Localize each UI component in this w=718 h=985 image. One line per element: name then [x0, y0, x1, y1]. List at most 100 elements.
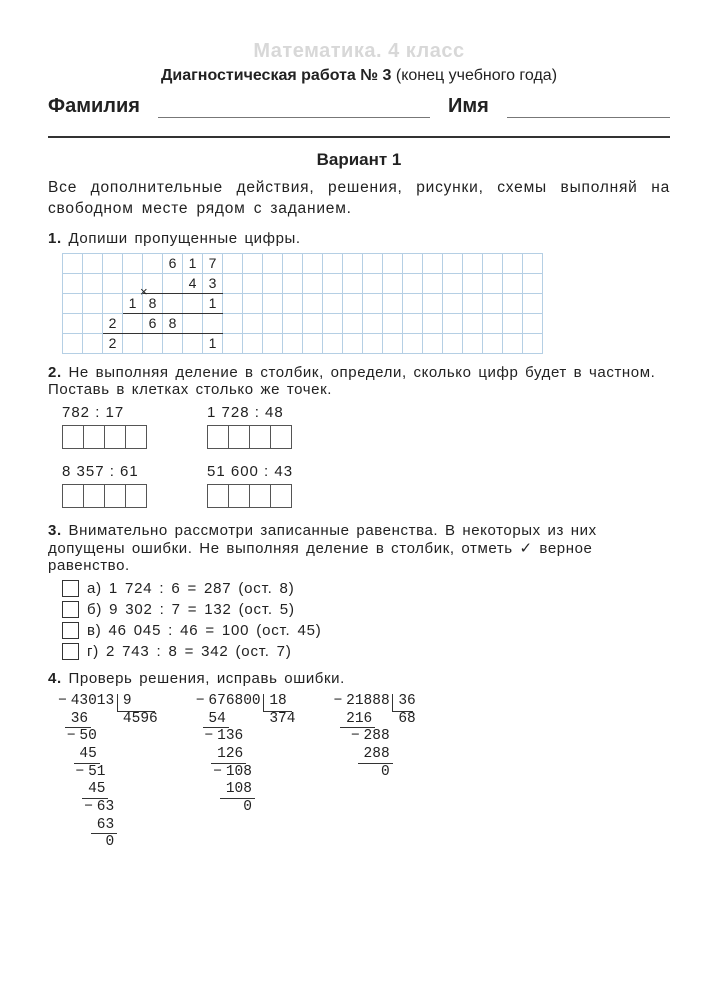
- grid-cell[interactable]: [303, 293, 323, 313]
- grid-cell[interactable]: [403, 253, 423, 273]
- grid-cell[interactable]: [223, 293, 243, 313]
- grid-cell[interactable]: [243, 273, 263, 293]
- grid-cell[interactable]: [63, 333, 83, 353]
- grid-cell[interactable]: [323, 273, 343, 293]
- grid-cell[interactable]: [183, 333, 203, 353]
- answer-box[interactable]: [249, 425, 271, 449]
- grid-cell[interactable]: 1: [203, 293, 223, 313]
- grid-cell[interactable]: [323, 253, 343, 273]
- grid-cell[interactable]: [123, 313, 143, 333]
- grid-cell[interactable]: [323, 293, 343, 313]
- grid-cell[interactable]: [443, 333, 463, 353]
- grid-cell[interactable]: [303, 333, 323, 353]
- grid-cell[interactable]: [83, 333, 103, 353]
- grid-cell[interactable]: [83, 273, 103, 293]
- grid-cell[interactable]: [503, 273, 523, 293]
- grid-cell[interactable]: [263, 293, 283, 313]
- grid-cell[interactable]: [363, 273, 383, 293]
- grid-cell[interactable]: [423, 253, 443, 273]
- grid-cell[interactable]: [343, 333, 363, 353]
- grid-cell[interactable]: [423, 293, 443, 313]
- grid-cell[interactable]: [423, 273, 443, 293]
- answer-boxes[interactable]: [62, 484, 147, 508]
- grid-cell[interactable]: [383, 253, 403, 273]
- grid-cell[interactable]: [463, 273, 483, 293]
- grid-cell[interactable]: [363, 313, 383, 333]
- checkbox[interactable]: [62, 622, 79, 639]
- grid-cell[interactable]: [243, 253, 263, 273]
- grid-cell[interactable]: 1: [183, 253, 203, 273]
- grid-cell[interactable]: 2: [103, 313, 123, 333]
- grid-cell[interactable]: [423, 313, 443, 333]
- grid-cell[interactable]: [403, 313, 423, 333]
- grid-cell[interactable]: [503, 293, 523, 313]
- grid-cell[interactable]: [443, 253, 463, 273]
- grid-cell[interactable]: 2: [103, 333, 123, 353]
- grid-cell[interactable]: [103, 273, 123, 293]
- grid-cell[interactable]: [523, 313, 543, 333]
- checkbox[interactable]: [62, 601, 79, 618]
- grid-cell[interactable]: 8: [163, 313, 183, 333]
- task-1-grid[interactable]: 6174318126821: [62, 253, 543, 354]
- grid-cell[interactable]: [423, 333, 443, 353]
- grid-cell[interactable]: 7: [203, 253, 223, 273]
- answer-box[interactable]: [270, 484, 292, 508]
- grid-cell[interactable]: [143, 253, 163, 273]
- grid-cell[interactable]: [403, 333, 423, 353]
- grid-cell[interactable]: 4: [183, 273, 203, 293]
- grid-cell[interactable]: [303, 273, 323, 293]
- grid-cell[interactable]: [323, 313, 343, 333]
- answer-box[interactable]: [270, 425, 292, 449]
- grid-cell[interactable]: [123, 333, 143, 353]
- grid-cell[interactable]: 1: [203, 333, 223, 353]
- answer-box[interactable]: [207, 484, 229, 508]
- grid-cell[interactable]: [463, 253, 483, 273]
- grid-cell[interactable]: [123, 253, 143, 273]
- answer-box[interactable]: [207, 425, 229, 449]
- grid-cell[interactable]: [383, 293, 403, 313]
- grid-cell[interactable]: [343, 273, 363, 293]
- name-blank[interactable]: [507, 99, 670, 118]
- grid-cell[interactable]: [203, 313, 223, 333]
- answer-box[interactable]: [249, 484, 271, 508]
- answer-boxes[interactable]: [62, 425, 147, 449]
- answer-boxes[interactable]: [207, 484, 293, 508]
- grid-cell[interactable]: [183, 293, 203, 313]
- grid-cell[interactable]: [483, 253, 503, 273]
- grid-cell[interactable]: [163, 293, 183, 313]
- answer-box[interactable]: [125, 425, 147, 449]
- grid-cell[interactable]: [483, 273, 503, 293]
- grid-cell[interactable]: [343, 293, 363, 313]
- grid-cell[interactable]: [283, 293, 303, 313]
- surname-blank[interactable]: [158, 99, 430, 118]
- answer-box[interactable]: [62, 425, 84, 449]
- answer-box[interactable]: [228, 425, 250, 449]
- grid-cell[interactable]: [183, 313, 203, 333]
- grid-cell[interactable]: [503, 333, 523, 353]
- grid-cell[interactable]: [343, 313, 363, 333]
- grid-cell[interactable]: [523, 293, 543, 313]
- grid-cell[interactable]: [363, 333, 383, 353]
- grid-cell[interactable]: [103, 253, 123, 273]
- grid-cell[interactable]: [283, 273, 303, 293]
- grid-cell[interactable]: [263, 273, 283, 293]
- grid-cell[interactable]: [143, 333, 163, 353]
- grid-cell[interactable]: [483, 293, 503, 313]
- answer-boxes[interactable]: [207, 425, 292, 449]
- grid-cell[interactable]: [63, 273, 83, 293]
- grid-cell[interactable]: [503, 253, 523, 273]
- grid-cell[interactable]: [443, 293, 463, 313]
- answer-box[interactable]: [125, 484, 147, 508]
- grid-cell[interactable]: [323, 333, 343, 353]
- grid-cell[interactable]: [523, 273, 543, 293]
- grid-cell[interactable]: [403, 273, 423, 293]
- grid-cell[interactable]: [443, 313, 463, 333]
- grid-cell[interactable]: [163, 273, 183, 293]
- grid-cell[interactable]: [223, 273, 243, 293]
- grid-cell[interactable]: [263, 253, 283, 273]
- answer-box[interactable]: [83, 484, 105, 508]
- answer-box[interactable]: [104, 425, 126, 449]
- grid-cell[interactable]: [483, 333, 503, 353]
- grid-cell[interactable]: [243, 293, 263, 313]
- grid-cell[interactable]: [63, 293, 83, 313]
